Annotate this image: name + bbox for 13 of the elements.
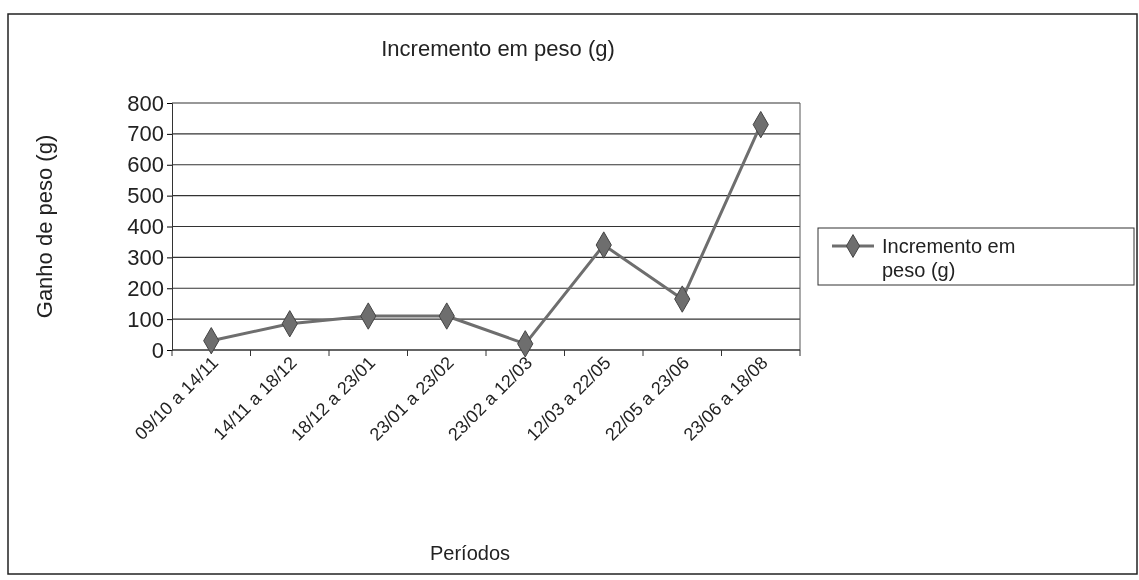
y-tick-label: 300 bbox=[127, 244, 164, 270]
chart-title: Incremento em peso (g) bbox=[381, 36, 615, 61]
y-tick-label: 800 bbox=[127, 90, 164, 116]
y-tick-label: 200 bbox=[127, 275, 164, 301]
y-tick-label: 100 bbox=[127, 306, 164, 332]
y-tick-label: 400 bbox=[127, 214, 164, 240]
y-tick-label: 600 bbox=[127, 152, 164, 178]
y-tick-label: 500 bbox=[127, 183, 164, 209]
y-tick-label: 0 bbox=[151, 337, 164, 363]
x-axis-title: Períodos bbox=[429, 542, 511, 564]
legend-label: Incremento em peso (g) bbox=[882, 235, 1016, 281]
y-axis-title: Ganho de peso (g) bbox=[32, 134, 57, 319]
y-tick-label: 700 bbox=[127, 121, 164, 147]
